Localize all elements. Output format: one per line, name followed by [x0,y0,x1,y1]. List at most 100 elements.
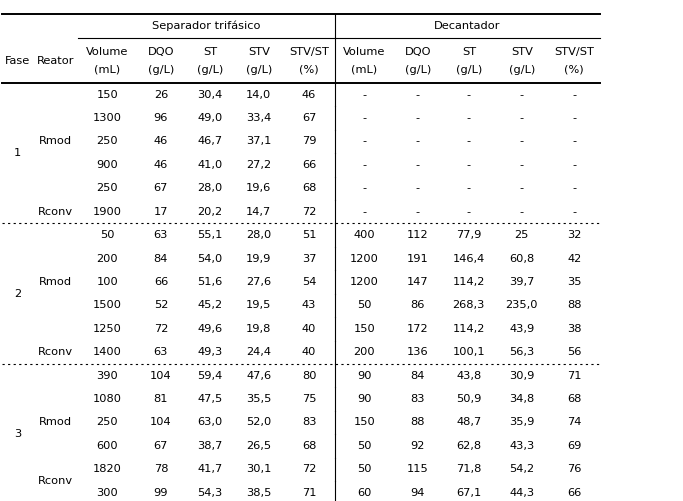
Text: -: - [466,183,471,193]
Text: 104: 104 [150,371,171,381]
Text: Rconv: Rconv [38,476,73,486]
Text: 30,4: 30,4 [197,90,223,100]
Text: 50,9: 50,9 [456,394,482,404]
Text: -: - [520,113,524,123]
Text: -: - [572,113,576,123]
Text: 38,5: 38,5 [246,487,271,497]
Text: 33,4: 33,4 [246,113,271,123]
Text: -: - [520,160,524,170]
Text: -: - [362,183,366,193]
Text: 76: 76 [567,464,581,474]
Text: -: - [466,90,471,100]
Text: 100: 100 [96,277,118,287]
Text: 72: 72 [302,207,316,217]
Text: 250: 250 [96,136,118,146]
Text: 56: 56 [567,347,581,357]
Text: (g/L): (g/L) [246,65,272,75]
Text: STV: STV [248,47,270,57]
Text: 40: 40 [302,324,316,334]
Text: Separador trifásico: Separador trifásico [152,21,261,32]
Text: Volume: Volume [86,47,128,57]
Text: 136: 136 [407,347,429,357]
Text: (g/L): (g/L) [197,65,223,75]
Text: -: - [466,207,471,217]
Text: -: - [572,207,576,217]
Text: 41,7: 41,7 [197,464,223,474]
Text: 19,6: 19,6 [246,183,271,193]
Text: -: - [416,160,420,170]
Text: 72: 72 [154,324,168,334]
Text: 26: 26 [154,90,168,100]
Text: 88: 88 [410,417,425,427]
Text: 56,3: 56,3 [510,347,535,357]
Text: 59,4: 59,4 [197,371,223,381]
Text: 72: 72 [302,464,316,474]
Text: 46: 46 [154,160,168,170]
Text: -: - [362,90,366,100]
Text: 28,0: 28,0 [197,183,223,193]
Text: -: - [362,160,366,170]
Text: 54: 54 [302,277,316,287]
Text: 1200: 1200 [350,254,378,264]
Text: 49,6: 49,6 [197,324,223,334]
Text: 37,1: 37,1 [246,136,271,146]
Text: 46: 46 [302,90,316,100]
Text: 88: 88 [567,301,581,311]
Text: 66: 66 [567,487,581,497]
Text: 52,0: 52,0 [246,417,271,427]
Text: 390: 390 [96,371,118,381]
Text: 48,7: 48,7 [456,417,482,427]
Text: -: - [520,136,524,146]
Text: 67: 67 [154,441,168,451]
Text: 96: 96 [154,113,168,123]
Text: 49,3: 49,3 [197,347,223,357]
Text: 69: 69 [567,441,581,451]
Text: 60,8: 60,8 [510,254,535,264]
Text: 39,7: 39,7 [510,277,535,287]
Text: 43,3: 43,3 [510,441,535,451]
Text: 250: 250 [96,183,118,193]
Text: (g/L): (g/L) [405,65,431,75]
Text: 75: 75 [302,394,316,404]
Text: 172: 172 [407,324,429,334]
Text: 112: 112 [407,230,429,240]
Text: 55,1: 55,1 [197,230,223,240]
Text: 150: 150 [353,324,375,334]
Text: 94: 94 [410,487,425,497]
Text: 35: 35 [567,277,581,287]
Text: 115: 115 [407,464,429,474]
Text: 46: 46 [154,136,168,146]
Text: 1300: 1300 [93,113,122,123]
Text: 37: 37 [302,254,316,264]
Text: 92: 92 [410,441,425,451]
Text: 1900: 1900 [93,207,122,217]
Text: (g/L): (g/L) [148,65,174,75]
Text: 100,1: 100,1 [453,347,485,357]
Text: -: - [362,136,366,146]
Text: (mL): (mL) [94,65,120,75]
Text: 1080: 1080 [93,394,122,404]
Text: 38,7: 38,7 [197,441,223,451]
Text: 63: 63 [154,230,168,240]
Text: 51,6: 51,6 [197,277,223,287]
Text: 50: 50 [357,441,372,451]
Text: DQO: DQO [404,47,431,57]
Text: 28,0: 28,0 [246,230,271,240]
Text: Fase: Fase [5,56,30,66]
Text: 191: 191 [407,254,429,264]
Text: 2: 2 [14,289,21,299]
Text: 30,1: 30,1 [246,464,271,474]
Text: 50: 50 [357,464,372,474]
Text: -: - [362,207,366,217]
Text: 30,9: 30,9 [510,371,535,381]
Text: 147: 147 [407,277,429,287]
Text: STV: STV [511,47,533,57]
Text: STV/ST: STV/ST [289,47,329,57]
Text: 114,2: 114,2 [453,324,485,334]
Text: -: - [416,136,420,146]
Text: 114,2: 114,2 [453,277,485,287]
Text: 41,0: 41,0 [197,160,223,170]
Text: 600: 600 [96,441,118,451]
Text: 77,9: 77,9 [456,230,482,240]
Text: 68: 68 [567,394,581,404]
